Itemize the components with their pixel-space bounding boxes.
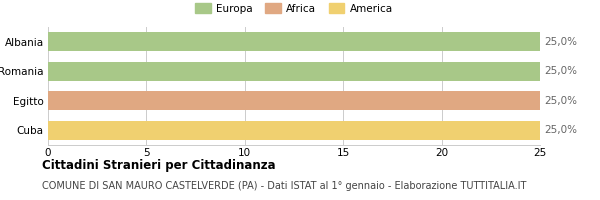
Text: 25,0%: 25,0% <box>544 66 577 76</box>
Legend: Europa, Africa, America: Europa, Africa, America <box>191 0 397 18</box>
Text: 25,0%: 25,0% <box>544 96 577 106</box>
Text: Cittadini Stranieri per Cittadinanza: Cittadini Stranieri per Cittadinanza <box>42 159 275 172</box>
Text: 25,0%: 25,0% <box>544 125 577 135</box>
Text: 25,0%: 25,0% <box>544 37 577 47</box>
Bar <box>48 121 540 140</box>
Text: COMUNE DI SAN MAURO CASTELVERDE (PA) - Dati ISTAT al 1° gennaio - Elaborazione T: COMUNE DI SAN MAURO CASTELVERDE (PA) - D… <box>42 181 526 191</box>
Bar <box>48 32 540 51</box>
Bar <box>48 62 540 81</box>
Bar <box>48 91 540 110</box>
